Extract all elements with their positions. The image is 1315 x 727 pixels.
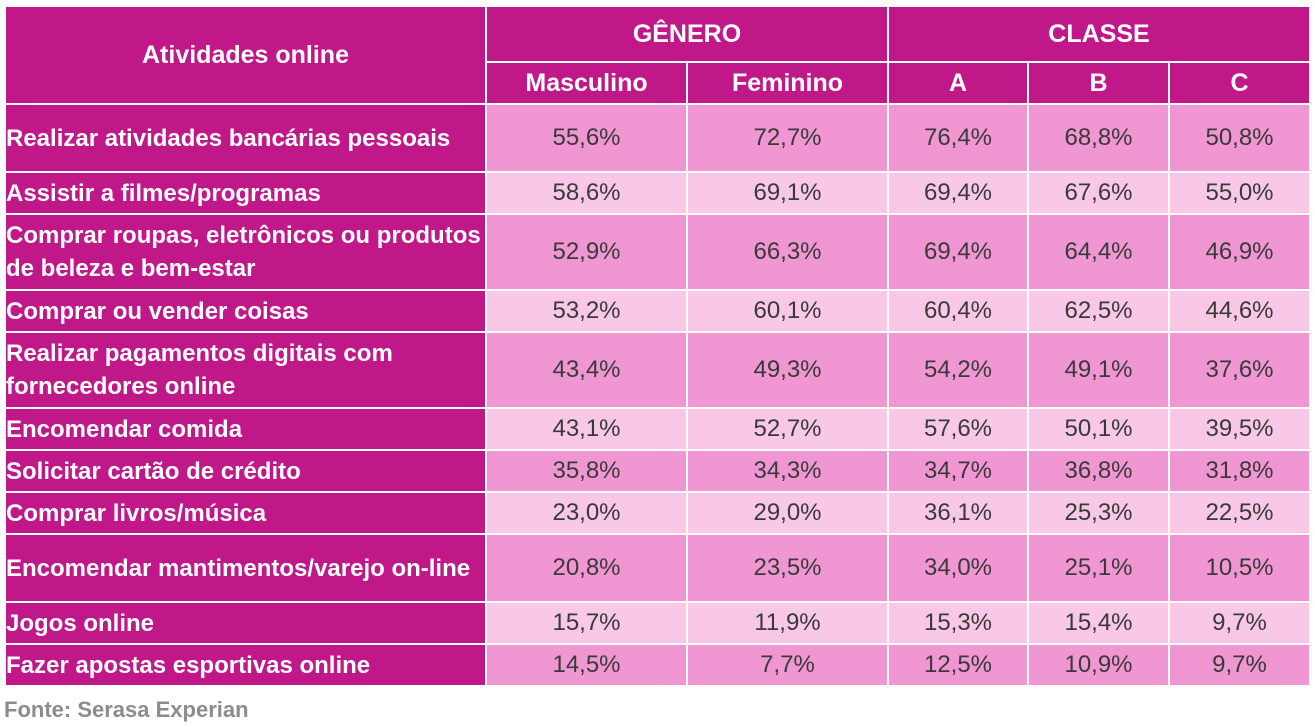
- value-cell: 25,3%: [1027, 491, 1170, 535]
- value-cell: 34,0%: [887, 533, 1029, 603]
- column-header-feminino: Feminino: [686, 61, 889, 105]
- value-cell: 44,6%: [1168, 289, 1311, 333]
- value-cell: 66,3%: [686, 213, 889, 291]
- value-cell: 10,9%: [1027, 643, 1170, 687]
- value-cell: 22,5%: [1168, 491, 1311, 535]
- value-cell: 55,6%: [485, 103, 688, 173]
- value-cell: 69,4%: [887, 171, 1029, 215]
- value-cell: 25,1%: [1027, 533, 1170, 603]
- row-label: Fazer apostas esportivas online: [4, 643, 487, 687]
- value-cell: 15,7%: [485, 601, 688, 645]
- value-cell: 67,6%: [1027, 171, 1170, 215]
- value-cell: 76,4%: [887, 103, 1029, 173]
- value-cell: 43,1%: [485, 407, 688, 451]
- value-cell: 55,0%: [1168, 171, 1311, 215]
- value-cell: 11,9%: [686, 601, 889, 645]
- value-cell: 14,5%: [485, 643, 688, 687]
- value-cell: 46,9%: [1168, 213, 1311, 291]
- value-cell: 62,5%: [1027, 289, 1170, 333]
- value-cell: 15,4%: [1027, 601, 1170, 645]
- row-label: Solicitar cartão de crédito: [4, 449, 487, 493]
- value-cell: 60,4%: [887, 289, 1029, 333]
- value-cell: 52,9%: [485, 213, 688, 291]
- value-cell: 68,8%: [1027, 103, 1170, 173]
- row-label: Comprar ou vender coisas: [4, 289, 487, 333]
- source-note: Fonte: Serasa Experian: [4, 697, 249, 722]
- row-label: Comprar roupas, eletrônicos ou produtos …: [4, 213, 487, 291]
- value-cell: 29,0%: [686, 491, 889, 535]
- row-label: Jogos online: [4, 601, 487, 645]
- column-header-a: A: [887, 61, 1029, 105]
- value-cell: 72,7%: [686, 103, 889, 173]
- value-cell: 53,2%: [485, 289, 688, 333]
- table-row: Comprar ou vender coisas 53,2% 60,1% 60,4% 6…: [4, 289, 1311, 333]
- value-cell: 12,5%: [887, 643, 1029, 687]
- value-cell: 57,6%: [887, 407, 1029, 451]
- value-cell: 35,8%: [485, 449, 688, 493]
- value-cell: 49,1%: [1027, 331, 1170, 409]
- row-label: Encomendar mantimentos/varejo on-line: [4, 533, 487, 603]
- table-row: Encomendar mantimentos/varejo on-line 20,…: [4, 533, 1311, 603]
- value-cell: 9,7%: [1168, 643, 1311, 687]
- value-cell: 69,1%: [686, 171, 889, 215]
- value-cell: 69,4%: [887, 213, 1029, 291]
- value-cell: 58,6%: [485, 171, 688, 215]
- row-label: Realizar atividades bancárias pessoais: [4, 103, 487, 173]
- value-cell: 49,3%: [686, 331, 889, 409]
- table-row: Assistir a filmes/programas 58,6% 69,1% 69,…: [4, 171, 1311, 215]
- table-row: Comprar roupas, eletrônicos ou produtos …: [4, 213, 1311, 291]
- value-cell: 64,4%: [1027, 213, 1170, 291]
- value-cell: 36,1%: [887, 491, 1029, 535]
- table-row: Realizar pagamentos digitais com fornece…: [4, 331, 1311, 409]
- column-header-c: C: [1168, 61, 1311, 105]
- value-cell: 15,3%: [887, 601, 1029, 645]
- table-row: Comprar livros/música 23,0% 29,0% 36,1% 25,3…: [4, 491, 1311, 535]
- value-cell: 60,1%: [686, 289, 889, 333]
- value-cell: 31,8%: [1168, 449, 1311, 493]
- row-label: Encomendar comida: [4, 407, 487, 451]
- value-cell: 54,2%: [887, 331, 1029, 409]
- value-cell: 43,4%: [485, 331, 688, 409]
- group-header-genero: GÊNERO: [485, 5, 889, 63]
- column-header-masculino: Masculino: [485, 61, 688, 105]
- row-label: Assistir a filmes/programas: [4, 171, 487, 215]
- group-header-classe: CLASSE: [887, 5, 1311, 63]
- value-cell: 34,7%: [887, 449, 1029, 493]
- value-cell: 10,5%: [1168, 533, 1311, 603]
- value-cell: 50,8%: [1168, 103, 1311, 173]
- table-row: Jogos online 15,7% 11,9% 15,3% 15,4% 9,7%: [4, 601, 1311, 645]
- value-cell: 23,0%: [485, 491, 688, 535]
- value-cell: 52,7%: [686, 407, 889, 451]
- table-row: Fazer apostas esportivas online 14,5% 7,7%…: [4, 643, 1311, 687]
- table-body: Realizar atividades bancárias pessoais 55…: [4, 103, 1311, 687]
- table-row: Encomendar comida 43,1% 52,7% 57,6% 50,1% 39,…: [4, 407, 1311, 451]
- row-label: Realizar pagamentos digitais com fornece…: [4, 331, 487, 409]
- table-row: Solicitar cartão de crédito 35,8% 34,3% 34,…: [4, 449, 1311, 493]
- table-row: Realizar atividades bancárias pessoais 55…: [4, 103, 1311, 173]
- data-table: Atividades online GÊNERO CLASSE Masculin…: [4, 5, 1311, 687]
- row-header-label: Atividades online: [4, 5, 487, 105]
- value-cell: 34,3%: [686, 449, 889, 493]
- value-cell: 20,8%: [485, 533, 688, 603]
- value-cell: 9,7%: [1168, 601, 1311, 645]
- value-cell: 23,5%: [686, 533, 889, 603]
- value-cell: 50,1%: [1027, 407, 1170, 451]
- value-cell: 39,5%: [1168, 407, 1311, 451]
- column-header-b: B: [1027, 61, 1170, 105]
- value-cell: 7,7%: [686, 643, 889, 687]
- row-label: Comprar livros/música: [4, 491, 487, 535]
- value-cell: 37,6%: [1168, 331, 1311, 409]
- value-cell: 36,8%: [1027, 449, 1170, 493]
